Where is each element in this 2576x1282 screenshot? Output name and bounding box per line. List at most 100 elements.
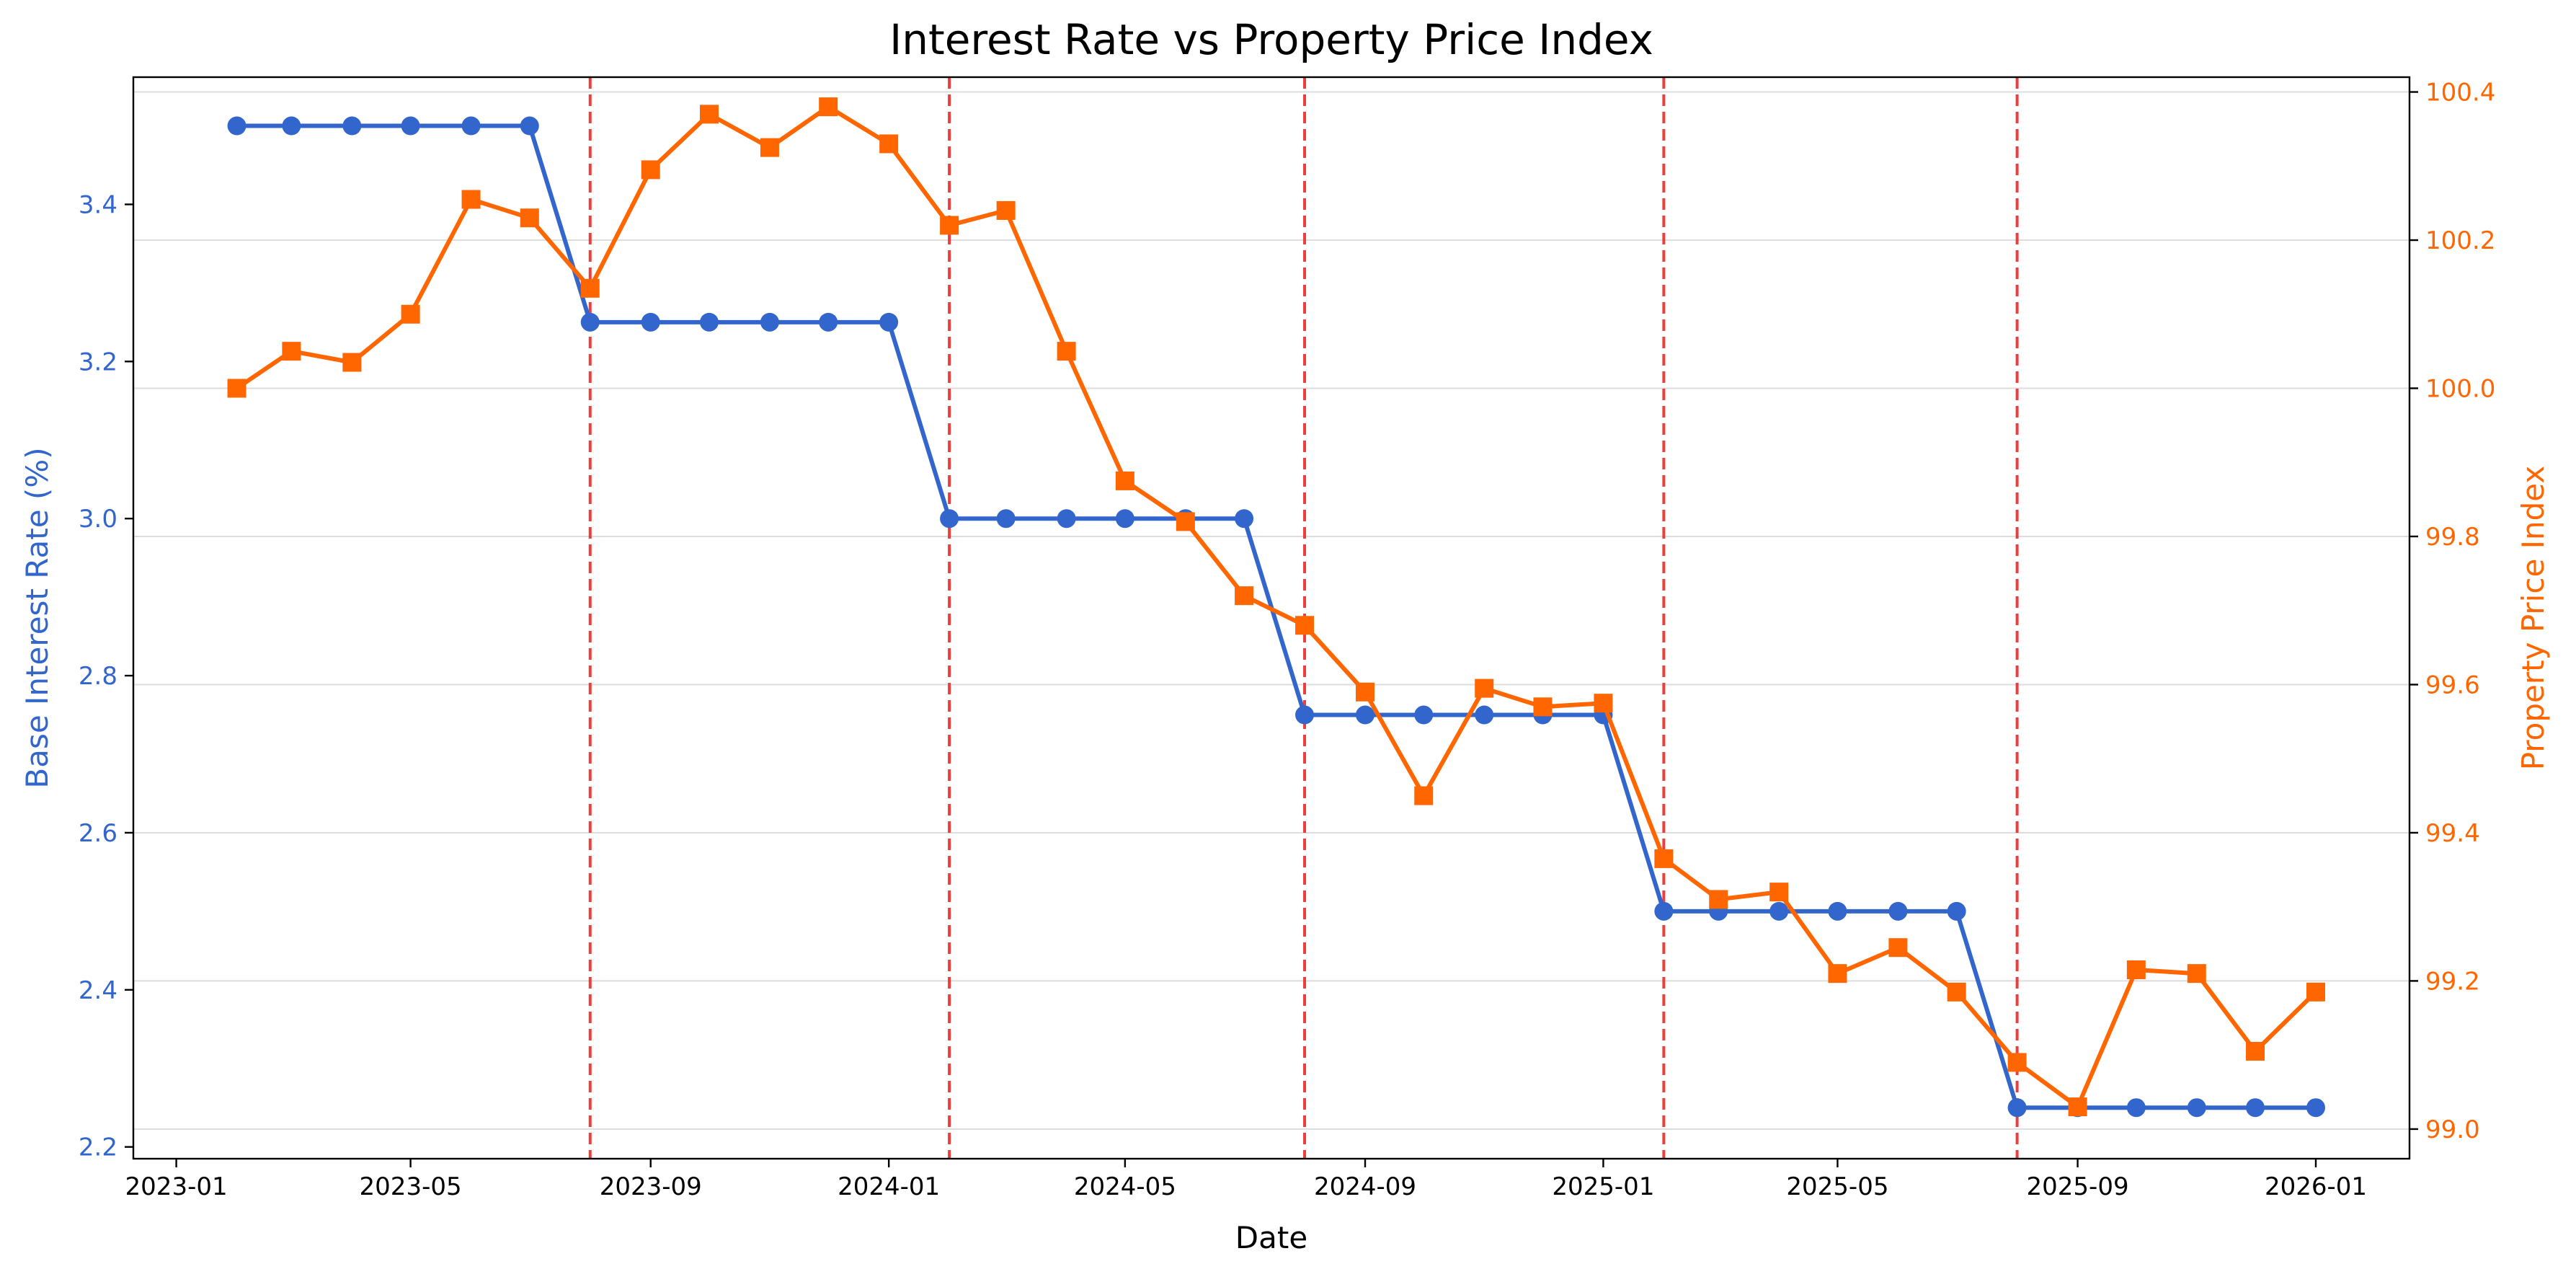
rate-point: [760, 312, 779, 332]
x-tick-label: 2023-09: [600, 1172, 702, 1201]
rate-point: [2126, 1098, 2146, 1118]
index-point: [1356, 682, 1375, 702]
rate-point: [227, 116, 247, 136]
x-tick-label: 2023-01: [125, 1172, 228, 1201]
chart-title: Interest Rate vs Property Price Index: [889, 15, 1653, 64]
index-point: [2246, 1042, 2265, 1061]
rate-point: [1115, 509, 1134, 529]
index-point: [282, 342, 301, 361]
rate-point: [641, 312, 660, 332]
index-point: [1235, 586, 1254, 606]
x-axis-label: Date: [1235, 1220, 1307, 1255]
index-line: [235, 105, 2318, 1110]
rate-point: [1828, 901, 1847, 921]
x-tick-label: 2024-05: [1074, 1172, 1176, 1201]
index-point: [1654, 849, 1674, 868]
rate-point: [879, 312, 899, 332]
left-axis-ticks: 2.2 2.4 2.6 2.8 3.0 3.2 3.4: [79, 190, 133, 1162]
rate-point: [1947, 901, 1966, 921]
x-tick-label: 2025-01: [1552, 1172, 1654, 1201]
rate-point: [1057, 509, 1076, 529]
rate-point: [996, 509, 1016, 529]
rate-point: [940, 509, 959, 529]
x-tick-label: 2025-09: [2027, 1172, 2129, 1201]
index-point: [1295, 616, 1315, 635]
rate-point: [1414, 705, 1434, 725]
index-point: [1057, 342, 1076, 361]
right-tick-label: 99.6: [2425, 671, 2480, 699]
rate-point: [819, 312, 838, 332]
index-point: [2187, 964, 2206, 983]
x-tick-label: 2024-01: [838, 1172, 940, 1201]
index-point: [1414, 786, 1434, 805]
index-point: [760, 138, 779, 157]
index-point: [940, 216, 959, 235]
rate-point: [580, 312, 600, 332]
index-point: [1769, 883, 1789, 902]
x-axis-ticks: 2023-01 2023-05 2023-09 2024-01 2024-05 2024-…: [125, 1159, 2367, 1201]
left-tick-label: 2.8: [79, 662, 117, 691]
index-point: [342, 353, 362, 372]
left-tick-label: 3.2: [79, 348, 117, 376]
gridlines: [133, 91, 2410, 1130]
index-point: [2007, 1053, 2027, 1072]
rate-point: [1356, 705, 1375, 725]
rate-point: [401, 116, 420, 136]
index-point: [2306, 982, 2325, 1002]
index-point: [1594, 694, 1613, 713]
rate-point: [699, 312, 719, 332]
index-point: [520, 208, 539, 228]
rate-point: [2306, 1098, 2325, 1118]
index-point: [641, 160, 660, 180]
left-tick-label: 2.6: [79, 819, 117, 848]
index-point: [1947, 982, 1966, 1002]
left-axis-label: Base Interest Rate (%): [19, 447, 55, 788]
right-tick-label: 99.8: [2425, 523, 2480, 552]
right-tick-label: 99.4: [2425, 819, 2480, 848]
rate-point: [1888, 901, 1908, 921]
rate-cut-markers: [588, 77, 2019, 1159]
plot-frame: [132, 76, 2411, 1160]
rate-line: [236, 123, 2316, 1110]
index-point: [1709, 890, 1728, 909]
price-index-series: [227, 97, 2325, 1117]
index-point: [699, 105, 719, 124]
rate-point: [1235, 509, 1254, 529]
rate-point: [1654, 901, 1674, 921]
index-point: [819, 97, 838, 117]
rate-point: [2246, 1098, 2265, 1118]
right-tick-label: 99.0: [2425, 1115, 2480, 1144]
rate-point: [342, 116, 362, 136]
index-point: [580, 278, 600, 298]
left-tick-label: 3.0: [79, 505, 117, 534]
right-tick-label: 100.4: [2425, 79, 2495, 107]
rate-point: [1475, 705, 1494, 725]
x-tick-label: 2025-05: [1786, 1172, 1888, 1201]
index-point: [1475, 678, 1494, 698]
index-point: [1115, 471, 1134, 490]
index-point: [2126, 960, 2146, 980]
rate-point: [1769, 901, 1789, 921]
rate-point: [520, 116, 539, 136]
x-tick-label: 2024-09: [1314, 1172, 1416, 1201]
index-point: [461, 190, 481, 209]
right-tick-label: 100.0: [2425, 375, 2495, 404]
x-tick-label: 2023-05: [360, 1172, 462, 1201]
right-tick-label: 100.2: [2425, 226, 2495, 255]
index-point: [2068, 1097, 2087, 1117]
index-point: [879, 134, 899, 154]
index-point: [1888, 938, 1908, 958]
right-axis-ticks: 99.0 99.2 99.4 99.6 99.8 100.0 100.2 100.4: [2410, 79, 2495, 1144]
rate-point: [1295, 705, 1315, 725]
index-point: [227, 379, 247, 398]
index-point: [1533, 697, 1553, 717]
left-tick-label: 2.2: [79, 1133, 117, 1162]
right-axis-label: Property Price Index: [2515, 466, 2551, 771]
index-point: [1176, 512, 1195, 531]
rate-point: [282, 116, 301, 136]
index-point: [1828, 964, 1847, 983]
rate-point: [461, 116, 481, 136]
left-tick-label: 3.4: [79, 190, 117, 219]
